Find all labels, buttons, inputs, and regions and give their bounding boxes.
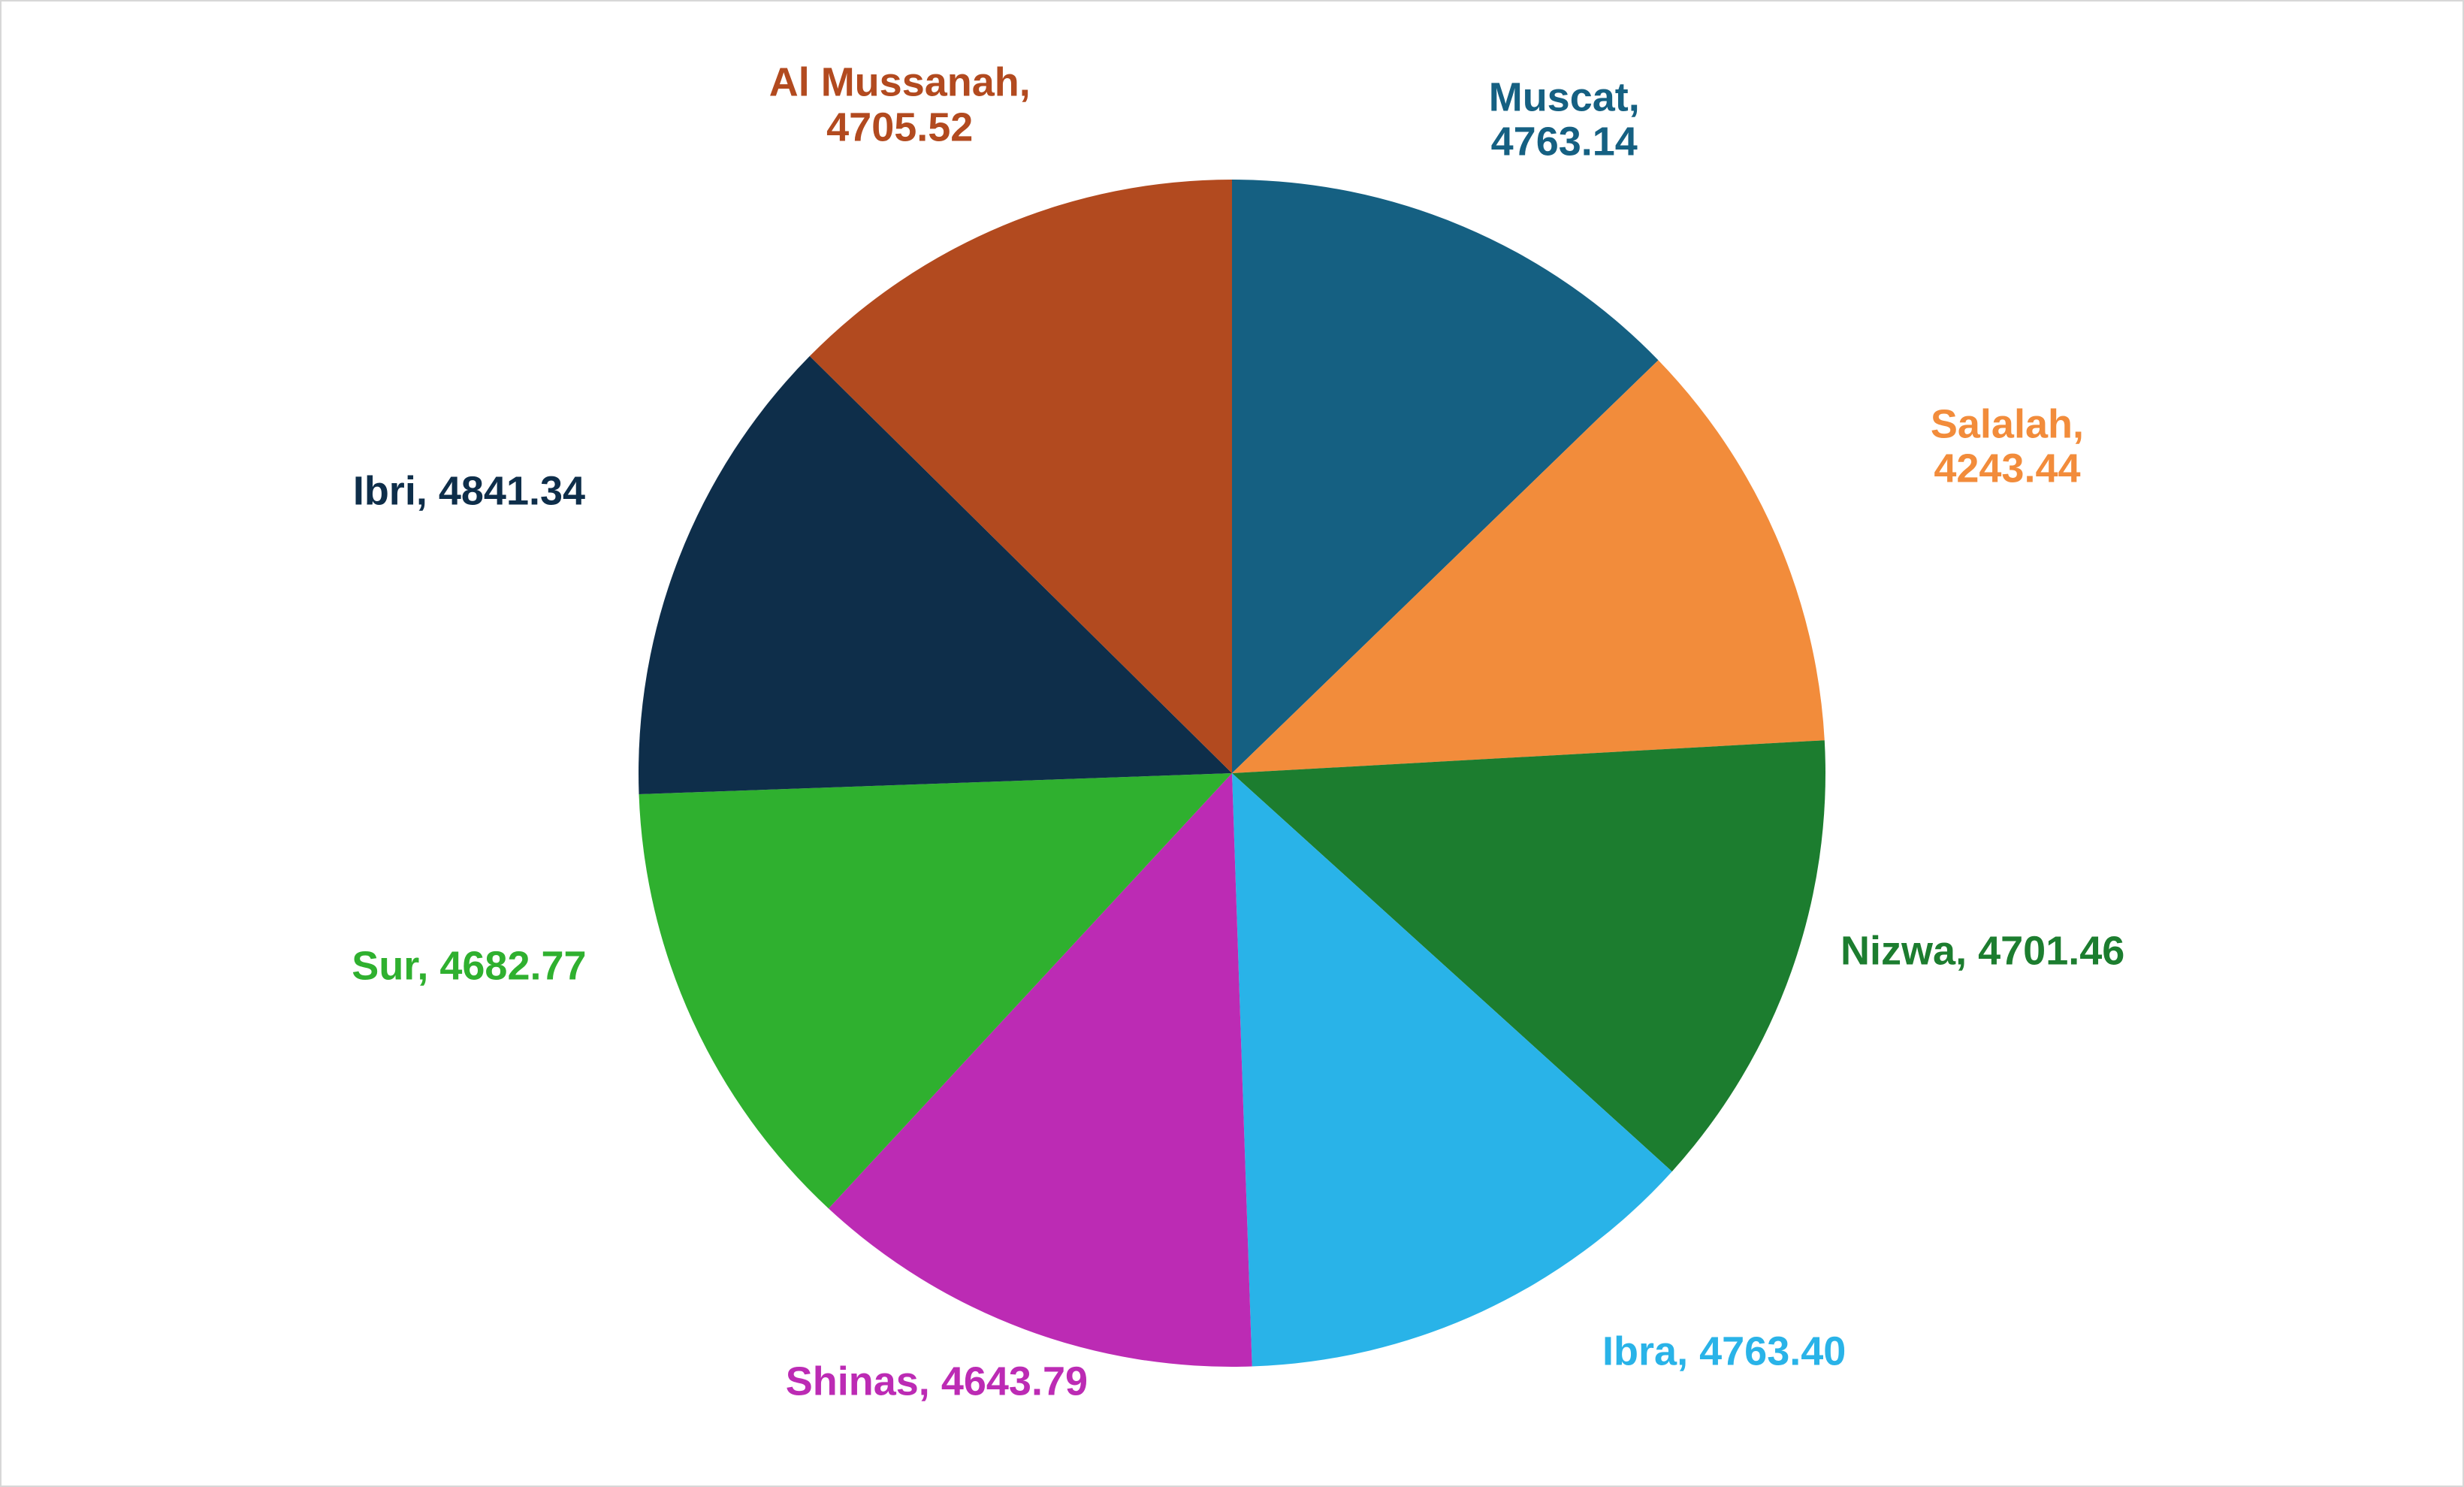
pie-slice-label: Salalah,4243.44 — [1931, 402, 2084, 491]
slice-sep: , — [416, 468, 439, 513]
slice-name: Nizwa — [1840, 928, 1955, 973]
slice-name: Salalah, — [1931, 401, 2084, 446]
slice-value: 4763.14 — [1491, 119, 1638, 165]
slice-value: 4763.40 — [1699, 1329, 1846, 1374]
slice-name: Al Mussanah, — [769, 60, 1031, 105]
slice-sep: , — [1677, 1329, 1699, 1374]
slice-name: Shinas — [786, 1359, 919, 1404]
slice-sep: , — [919, 1359, 941, 1404]
slice-value: 4243.44 — [1934, 446, 2080, 491]
slice-value: 4643.79 — [941, 1359, 1088, 1404]
pie-slice-label: Al Mussanah,4705.52 — [769, 61, 1031, 150]
slice-value: 4682.77 — [439, 943, 586, 988]
pie-slice-label: Nizwa, 4701.46 — [1840, 929, 2124, 973]
pie-svg — [2, 2, 2462, 1485]
pie-slice-label: Sur, 4682.77 — [352, 944, 586, 988]
pie-chart: Muscat,4763.14 Salalah,4243.44 Nizwa, 4701… — [0, 0, 2464, 1487]
pie-slice-label: Ibra, 4763.40 — [1602, 1330, 1846, 1374]
slice-value: 4701.46 — [1978, 928, 2124, 973]
slice-name: Sur — [352, 943, 417, 988]
slice-name: Ibra — [1602, 1329, 1677, 1374]
slice-sep: , — [417, 943, 439, 988]
pie-slice-label: Ibri, 4841.34 — [353, 469, 585, 513]
pie-slice-label: Muscat,4763.14 — [1489, 76, 1640, 165]
slice-name: Muscat, — [1489, 75, 1640, 120]
slice-value: 4841.34 — [439, 468, 585, 513]
pie-slice-label: Shinas, 4643.79 — [786, 1359, 1088, 1404]
slice-value: 4705.52 — [826, 104, 973, 150]
slice-sep: , — [1955, 928, 1978, 973]
slice-name: Ibri — [353, 468, 416, 513]
